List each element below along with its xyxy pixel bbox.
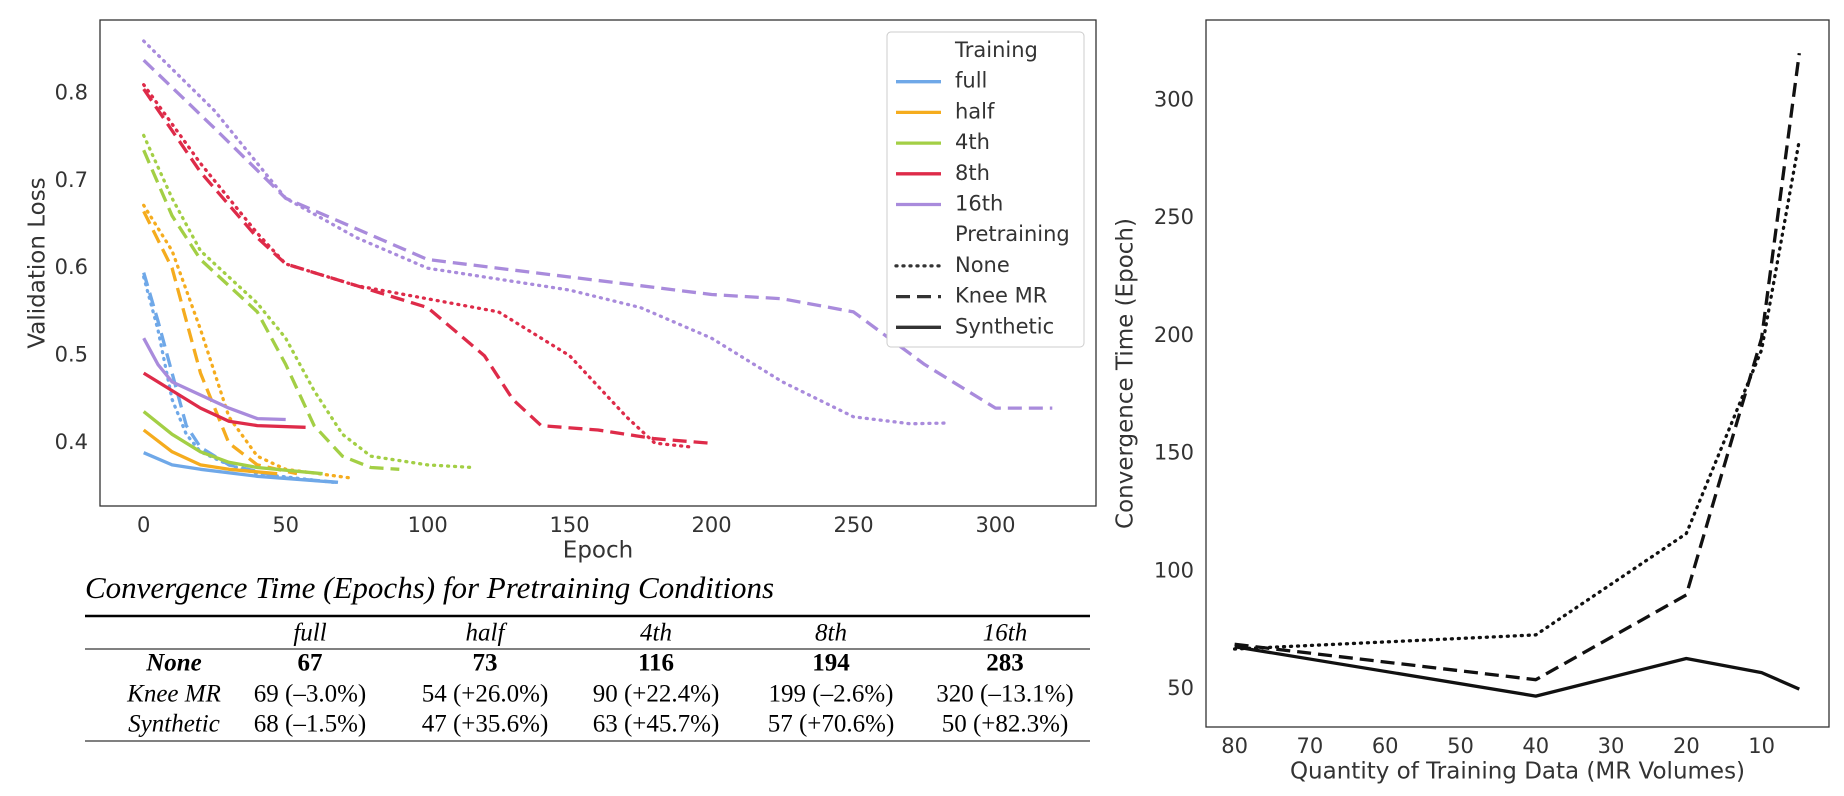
y-tick-label: 0.4 — [55, 430, 88, 454]
x-tick-label: 20 — [1673, 734, 1700, 758]
table-header: full — [293, 620, 326, 647]
legend-label: 16th — [955, 192, 1003, 216]
plot-frame — [99, 19, 1097, 507]
y-tick-label: 100 — [1154, 558, 1194, 582]
table-row-label: Knee MR — [126, 681, 221, 708]
table-cell: 320 (–13.1%) — [936, 681, 1073, 708]
series-line — [142, 149, 400, 471]
legend-title: Pretraining — [955, 222, 1070, 246]
table-cell: 67 — [298, 650, 323, 677]
x-tick-label: 0 — [137, 513, 150, 537]
y-axis-label: Validation Loss — [25, 177, 51, 348]
y-axis-label: Convergence Time (Epoch) — [1113, 218, 1139, 529]
table-cell: 90 (+22.4%) — [593, 681, 720, 708]
table-header: half — [466, 620, 508, 647]
series-line — [1234, 52, 1801, 682]
x-axis-label: Quantity of Training Data (MR Volumes) — [1290, 759, 1745, 785]
y-tick-label: 250 — [1154, 205, 1194, 229]
legend-label: Knee MR — [955, 284, 1047, 308]
legend-label: half — [955, 99, 995, 123]
table-cell: 54 (+26.0%) — [422, 681, 549, 708]
table-row-label: Synthetic — [128, 711, 220, 738]
x-tick-label: 50 — [1447, 734, 1474, 758]
table-cell: 73 — [473, 650, 498, 677]
series-line — [142, 337, 286, 422]
series-line — [142, 133, 475, 470]
table-cell: 47 (+35.6%) — [422, 711, 549, 738]
x-tick-label: 150 — [550, 513, 590, 537]
table-cell: 69 (–3.0%) — [254, 681, 366, 708]
x-tick-label: 200 — [692, 513, 732, 537]
table-cell: 283 — [986, 650, 1024, 677]
table-cell: 194 — [812, 650, 850, 677]
x-axis-label: Epoch — [563, 538, 633, 564]
table-row-label: None — [145, 650, 202, 677]
table-cell: 199 (–2.6%) — [769, 681, 894, 708]
legend-label: full — [955, 69, 987, 93]
y-tick-label: 0.6 — [55, 255, 88, 279]
plot-frame — [1205, 19, 1830, 728]
series-line — [1232, 138, 1801, 651]
table-cell: 116 — [638, 650, 674, 677]
legend-label: Synthetic — [955, 314, 1054, 338]
x-tick-label: 40 — [1522, 734, 1549, 758]
legend-label: 4th — [955, 130, 990, 154]
table-cell: 50 (+82.3%) — [942, 711, 1069, 738]
x-tick-label: 70 — [1297, 734, 1324, 758]
series-line — [142, 272, 340, 485]
table-cell: 57 (+70.6%) — [768, 711, 895, 738]
y-tick-label: 0.8 — [55, 80, 88, 104]
x-tick-label: 10 — [1748, 734, 1775, 758]
legend-label: 8th — [955, 161, 990, 185]
x-tick-label: 60 — [1372, 734, 1399, 758]
legend-label: None — [955, 253, 1010, 277]
table-header: 8th — [815, 620, 847, 647]
series-line — [143, 451, 337, 485]
y-tick-label: 150 — [1154, 441, 1194, 465]
series-line — [142, 88, 709, 445]
x-tick-label: 80 — [1221, 734, 1248, 758]
series-line — [142, 410, 323, 476]
series-line — [142, 428, 278, 476]
y-tick-label: 200 — [1154, 323, 1194, 347]
series-line — [142, 371, 306, 429]
table-cell: 63 (+45.7%) — [593, 711, 720, 738]
table-header: 4th — [640, 620, 672, 647]
series-line — [1234, 645, 1800, 698]
table-cell: 68 (–1.5%) — [254, 711, 366, 738]
series-line — [142, 210, 298, 476]
table-header: 16th — [983, 620, 1027, 647]
series-line — [142, 275, 336, 485]
y-tick-label: 0.7 — [55, 168, 88, 192]
y-tick-label: 0.5 — [55, 343, 88, 367]
series-line — [142, 59, 1053, 410]
x-tick-label: 100 — [408, 513, 448, 537]
y-tick-label: 50 — [1167, 676, 1194, 700]
x-tick-label: 300 — [975, 513, 1015, 537]
legend-title: Training — [954, 38, 1038, 62]
y-tick-label: 300 — [1154, 87, 1194, 111]
x-tick-label: 250 — [833, 513, 873, 537]
x-tick-label: 50 — [272, 513, 299, 537]
x-tick-label: 30 — [1598, 734, 1625, 758]
table-title: Convergence Time (Epochs) for Pretrainin… — [85, 570, 774, 605]
